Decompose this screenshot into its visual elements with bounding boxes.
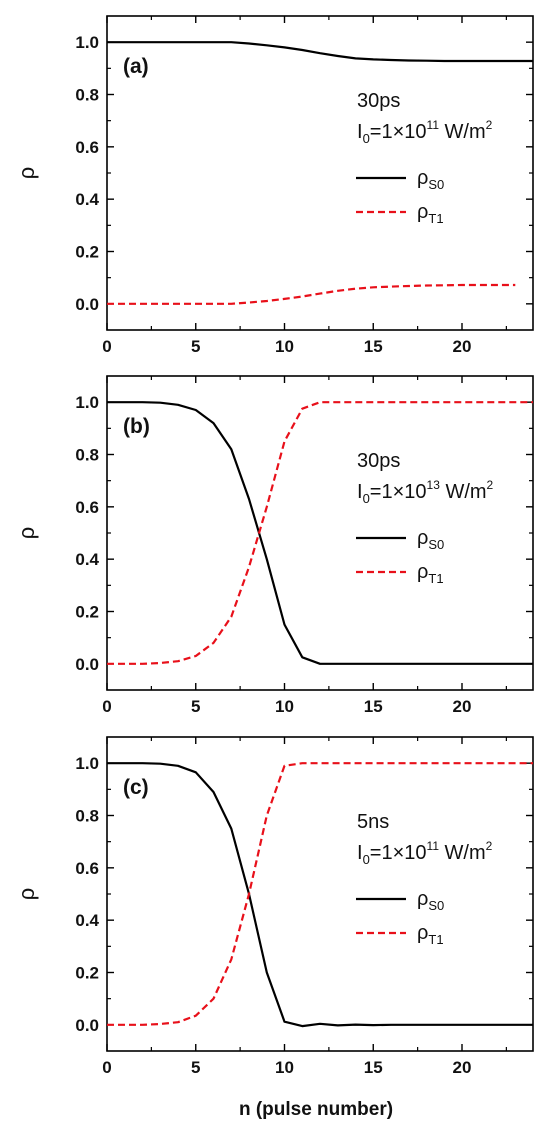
panel-c: 0 5 10 15 200.00.20.40.60.81.0ρ(c)5nsI0=1×10… — [14, 736, 534, 1077]
intensity-symbol: I — [357, 481, 363, 503]
legend-subscript: S0 — [428, 898, 444, 913]
x-tick-label: 15 — [364, 697, 383, 716]
y-tick-label: 0.4 — [75, 550, 99, 569]
intensity-value: =1×10 — [370, 121, 427, 143]
legend-label-s0: ρS0 — [417, 888, 444, 913]
intensity-value: =1×10 — [370, 842, 427, 864]
x-tick-label: 5 — [191, 1058, 200, 1077]
intensity-subscript: 0 — [363, 491, 370, 506]
legend-label-t1: ρT1 — [417, 922, 444, 947]
series-rho-s0-line — [107, 41, 533, 63]
annotation-pulse-duration: 30ps — [357, 90, 400, 112]
legend-subscript: T1 — [428, 932, 443, 947]
intensity-unit: W/m — [440, 481, 487, 503]
x-tick-label: 20 — [453, 1058, 472, 1077]
annotation-intensity: I0=1×1013 W/m2 — [357, 478, 494, 506]
legend-subscript: T1 — [428, 211, 443, 226]
intensity-exponent: 11 — [427, 118, 440, 132]
x-tick-label: 0 — [102, 697, 111, 716]
legend-label-t1: ρT1 — [417, 201, 444, 226]
series-rho-s0-line — [107, 762, 533, 1028]
annotation-pulse-duration: 5ns — [357, 811, 389, 833]
y-tick-label: 0.4 — [75, 911, 99, 930]
x-tick-label: 5 — [191, 337, 200, 356]
intensity-unit: W/m — [439, 842, 486, 864]
y-tick-label: 0.0 — [75, 655, 99, 674]
y-tick-label: 0.4 — [75, 190, 99, 209]
x-tick-label: 10 — [275, 337, 294, 356]
intensity-unit: W/m — [439, 121, 486, 143]
x-tick-label: 15 — [364, 337, 383, 356]
legend-rho: ρ — [417, 201, 428, 223]
x-tick-label: 5 — [191, 697, 200, 716]
legend-rho: ρ — [417, 922, 428, 944]
legend-rho: ρ — [417, 561, 428, 583]
series-rho-t1-line — [107, 762, 533, 1026]
intensity-subscript: 0 — [363, 131, 370, 146]
x-axis-title: n (pulse number) — [239, 1099, 393, 1120]
panel-label: (b) — [123, 415, 150, 438]
legend-label-s0: ρS0 — [417, 527, 444, 552]
series-rho-t1-line — [107, 401, 533, 665]
legend-rho: ρ — [417, 167, 428, 189]
intensity-value: =1×10 — [370, 481, 427, 503]
panel-label: (a) — [123, 55, 149, 78]
panel-a: 0 5 10 15 200.00.20.40.60.81.0ρ(a)30psI0=1×1… — [14, 15, 534, 356]
y-tick-label: 0.6 — [75, 138, 99, 157]
legend-subscript: S0 — [428, 177, 444, 192]
y-tick-label: 0.2 — [75, 964, 99, 983]
legend-rho: ρ — [417, 888, 428, 910]
plot-frame — [106, 15, 534, 331]
y-tick-label: 0.8 — [75, 86, 99, 105]
panel-label: (c) — [123, 776, 149, 799]
x-tick-label: 15 — [364, 1058, 383, 1077]
x-tick-label: 20 — [453, 697, 472, 716]
y-tick-label: 0.2 — [75, 603, 99, 622]
intensity-symbol: I — [357, 842, 363, 864]
panel-b: 0 5 10 15 200.00.20.40.60.81.0ρ(b)30psI0=1×1… — [14, 375, 534, 716]
x-tick-label: 0 — [102, 337, 111, 356]
intensity-exponent: 11 — [427, 839, 440, 853]
series-rho-s0-line — [107, 401, 533, 665]
x-tick-label: 10 — [275, 1058, 294, 1077]
intensity-subscript: 0 — [363, 852, 370, 867]
x-tick-label: 0 — [102, 1058, 111, 1077]
y-axis-title: ρ — [14, 888, 39, 901]
x-tick-label: 10 — [275, 697, 294, 716]
intensity-symbol: I — [357, 121, 363, 143]
y-tick-label: 0.2 — [75, 243, 99, 262]
legend-subscript: T1 — [428, 571, 443, 586]
y-axis-title: ρ — [14, 527, 39, 540]
annotation-pulse-duration: 30ps — [357, 450, 400, 472]
y-axis-title: ρ — [14, 167, 39, 180]
plot-frame — [106, 375, 534, 691]
series-rho-t1-line — [107, 283, 516, 305]
x-tick-label: 20 — [453, 337, 472, 356]
legend-label-s0: ρS0 — [417, 167, 444, 192]
annotation-intensity: I0=1×1011 W/m2 — [357, 118, 493, 146]
y-tick-label: 0.6 — [75, 859, 99, 878]
intensity-unit-exponent: 2 — [487, 478, 494, 492]
y-tick-label: 0.6 — [75, 498, 99, 517]
legend-label-t1: ρT1 — [417, 561, 444, 586]
legend-subscript: S0 — [428, 537, 444, 552]
y-tick-label: 0.8 — [75, 807, 99, 826]
y-tick-label: 1.0 — [75, 33, 99, 52]
intensity-exponent: 13 — [427, 478, 441, 492]
legend-rho: ρ — [417, 527, 428, 549]
intensity-unit-exponent: 2 — [486, 118, 493, 132]
y-tick-label: 1.0 — [75, 393, 99, 412]
plot-frame — [106, 736, 534, 1052]
y-tick-label: 1.0 — [75, 754, 99, 773]
intensity-unit-exponent: 2 — [486, 839, 493, 853]
y-tick-label: 0.0 — [75, 295, 99, 314]
y-tick-label: 0.8 — [75, 446, 99, 465]
y-tick-label: 0.0 — [75, 1016, 99, 1035]
annotation-intensity: I0=1×1011 W/m2 — [357, 839, 493, 867]
